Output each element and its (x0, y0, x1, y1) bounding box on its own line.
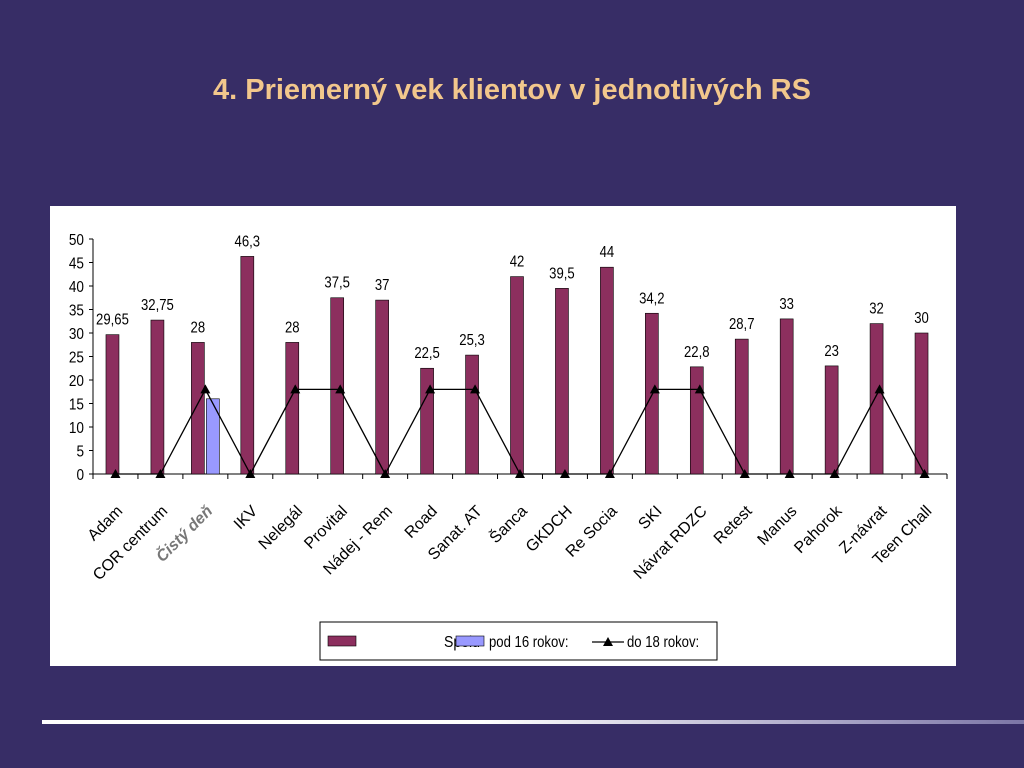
y-tick-label: 10 (69, 420, 84, 437)
bar-spolu (330, 297, 345, 475)
y-tick-label: 15 (69, 397, 84, 414)
y-tick-label: 40 (69, 279, 84, 296)
bar-spolu (600, 266, 614, 475)
bar-value-label: 39,5 (549, 265, 575, 282)
x-tick-label: Adam (85, 503, 127, 545)
bar-value-label: 28 (191, 319, 206, 336)
bar-spolu (914, 332, 929, 475)
bar-value-label: 34,2 (639, 290, 665, 307)
y-tick-label: 5 (76, 444, 84, 461)
bar-value-label: 37 (375, 277, 390, 294)
x-tick-label: IKV (231, 503, 261, 533)
legend-swatch-spolu (327, 635, 357, 647)
bar-value-label: 29,65 (96, 312, 129, 329)
bar-value-label: 32 (869, 300, 884, 317)
bar-value-label: 42 (510, 253, 525, 270)
marker-do-18 (245, 469, 256, 478)
bar-spolu (869, 323, 884, 475)
x-tick-label: SKI (635, 503, 665, 533)
legend-label-pod-16: pod 16 rokov: (489, 634, 568, 651)
y-tick-label: 30 (69, 326, 84, 343)
x-tick-label: Road (402, 503, 441, 542)
bar-value-label: 46,3 (235, 233, 261, 250)
marker-do-18 (649, 384, 660, 394)
bar-value-label: 23 (824, 343, 839, 360)
bar-pod-16 (206, 398, 220, 475)
legend-box (319, 621, 718, 661)
bar-value-label: 33 (779, 296, 794, 313)
x-tick-label: Retest (711, 502, 756, 547)
marker-do-18 (425, 384, 436, 394)
bar-value-label: 22,8 (684, 344, 710, 361)
bar-spolu (375, 299, 389, 475)
marker-do-18 (200, 384, 211, 394)
marker-do-18 (380, 469, 391, 478)
bar-spolu (510, 276, 524, 475)
y-tick-label: 25 (69, 350, 84, 367)
marker-do-18 (515, 469, 525, 478)
bar-value-label: 28,7 (729, 316, 755, 333)
bar-value-label: 28 (285, 319, 300, 336)
y-tick-label: 20 (69, 373, 84, 390)
marker-do-18 (290, 384, 301, 394)
bar-spolu (191, 342, 205, 475)
bar-value-label: 37,5 (324, 275, 350, 292)
bar-spolu (285, 342, 300, 475)
marker-do-18 (604, 469, 615, 478)
bar-spolu (689, 366, 704, 475)
bar-spolu (420, 367, 434, 475)
bar-spolu (105, 334, 120, 475)
marker-do-18 (694, 384, 705, 394)
marker-do-18 (829, 469, 840, 478)
marker-do-18 (110, 469, 121, 478)
marker-do-18 (559, 469, 570, 478)
marker-do-18 (874, 384, 885, 394)
marker-do-18 (470, 384, 481, 394)
bar-spolu (150, 319, 165, 475)
y-tick-label: 0 (76, 467, 84, 484)
bar-spolu (240, 256, 255, 475)
marker-do-18 (919, 469, 930, 478)
y-tick-label: 50 (69, 232, 84, 249)
bar-value-label: 30 (914, 310, 929, 327)
bar-value-label: 44 (600, 244, 615, 261)
y-tick-label: 45 (69, 256, 84, 273)
bar-spolu (824, 365, 839, 475)
bar-spolu (734, 338, 749, 475)
marker-do-18 (739, 469, 750, 478)
bar-value-label: 22,5 (414, 345, 440, 362)
legend-marker-do-18 (603, 637, 613, 646)
x-tick-label: Pahorok (791, 502, 846, 557)
chart-panel: 0 5 10 15 20 25 30 35 40 45 50 29,65 32,75 28 46,3 28 37… (50, 206, 956, 666)
bar-line-chart: 0 5 10 15 20 25 30 35 40 45 50 29,65 32,75 28 46,3 28 37… (69, 232, 948, 661)
y-tick-label: 35 (69, 303, 84, 320)
marker-do-18 (335, 384, 346, 394)
bar-value-label: 25,3 (459, 332, 485, 349)
bar-value-label: 32,75 (141, 297, 174, 314)
bar-spolu (779, 318, 794, 475)
marker-do-18 (155, 469, 166, 478)
footer-divider (42, 720, 1024, 724)
marker-do-18 (784, 469, 795, 478)
x-tick-label: Nelegál (256, 503, 306, 553)
legend-label-do-18: do 18 rokov: (627, 634, 699, 651)
bar-spolu (645, 312, 659, 475)
bar-spolu (555, 288, 569, 475)
bar-spolu (465, 354, 479, 475)
slide-title: 4. Priemerný vek klientov v jednotlivých… (213, 74, 811, 106)
x-tick-label: Šanca (485, 501, 531, 547)
legend-swatch-pod-16 (455, 635, 485, 647)
